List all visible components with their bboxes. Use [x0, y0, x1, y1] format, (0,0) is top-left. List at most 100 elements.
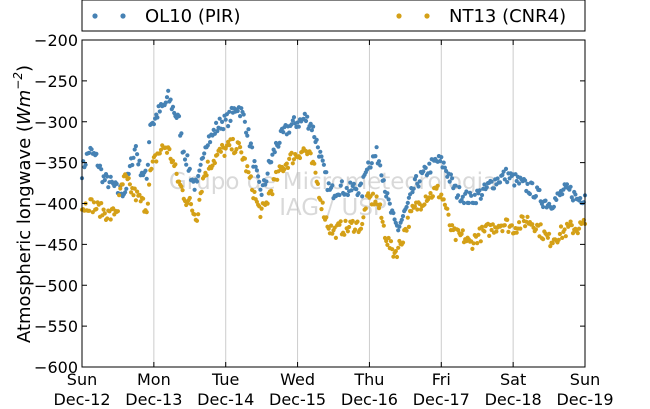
data-point — [478, 239, 483, 244]
data-point — [384, 238, 389, 244]
data-point — [345, 192, 350, 198]
data-point — [381, 223, 386, 228]
data-point — [503, 166, 509, 171]
data-point — [387, 201, 392, 206]
data-point — [411, 186, 416, 191]
data-point — [170, 158, 176, 163]
data-point — [108, 217, 113, 222]
watermark-line-1: Grupo de Micrometeorologia — [169, 169, 497, 195]
data-point — [147, 182, 152, 187]
data-point — [190, 208, 195, 213]
data-point — [276, 144, 281, 149]
data-point — [415, 207, 420, 212]
data-point — [246, 127, 251, 132]
data-point — [289, 150, 294, 155]
data-point — [376, 206, 382, 211]
data-point — [245, 164, 250, 169]
data-point — [564, 182, 570, 187]
data-point — [385, 242, 390, 247]
data-point — [321, 162, 326, 167]
data-point — [500, 172, 505, 178]
data-point — [374, 194, 379, 199]
data-point — [412, 204, 417, 209]
data-point — [442, 165, 447, 170]
data-point — [349, 188, 354, 193]
data-point — [269, 188, 274, 193]
data-point — [460, 194, 465, 199]
data-point — [176, 114, 182, 119]
data-point — [446, 212, 451, 217]
data-point — [234, 147, 239, 152]
data-point — [445, 174, 450, 179]
data-point — [554, 197, 559, 202]
data-point — [517, 181, 522, 186]
data-point — [179, 184, 184, 189]
data-point — [445, 206, 450, 211]
data-point — [527, 191, 533, 197]
data-point — [163, 100, 168, 105]
data-point — [227, 143, 232, 148]
data-point — [428, 170, 433, 175]
data-point — [430, 194, 435, 199]
data-point — [149, 166, 154, 171]
data-point — [319, 154, 324, 159]
data-point — [489, 179, 494, 184]
data-point — [226, 124, 231, 129]
data-point — [187, 166, 192, 171]
data-point — [518, 226, 523, 231]
data-point — [344, 185, 349, 191]
data-point — [164, 95, 170, 100]
data-point — [133, 144, 138, 149]
data-point — [562, 227, 567, 232]
data-point — [185, 153, 190, 158]
data-point — [558, 224, 564, 229]
data-point — [576, 226, 582, 231]
data-point — [570, 198, 576, 203]
data-point — [229, 147, 234, 152]
x-tick-label-day: Wed — [280, 370, 315, 389]
data-point — [132, 147, 137, 152]
data-point — [326, 181, 331, 186]
data-point — [502, 223, 507, 228]
data-point — [83, 162, 88, 167]
data-point — [573, 192, 578, 197]
x-tick-label-date: Dec-15 — [269, 390, 326, 409]
data-point — [252, 189, 257, 194]
data-point — [397, 224, 402, 229]
data-point — [117, 193, 122, 198]
data-point — [461, 200, 467, 206]
data-point — [239, 150, 244, 155]
data-point — [417, 179, 422, 184]
data-point — [222, 153, 227, 158]
data-point — [166, 88, 171, 93]
data-point — [391, 254, 396, 259]
data-point — [197, 168, 202, 173]
data-point — [560, 235, 565, 240]
data-point — [290, 161, 295, 166]
data-point — [204, 173, 209, 178]
data-point — [392, 217, 397, 222]
data-point — [196, 173, 201, 179]
data-point — [533, 194, 539, 199]
data-point — [506, 229, 511, 234]
data-point — [523, 178, 528, 183]
data-point — [416, 184, 421, 189]
data-point — [456, 193, 461, 198]
data-point — [358, 181, 364, 186]
data-point — [198, 162, 203, 167]
data-point — [313, 170, 318, 175]
data-point — [410, 190, 415, 195]
data-point — [350, 218, 355, 224]
data-point — [184, 162, 189, 167]
data-point — [303, 118, 309, 124]
data-point — [211, 127, 216, 132]
data-point — [285, 165, 291, 170]
data-point — [129, 190, 134, 195]
data-point — [281, 130, 286, 135]
data-point — [476, 232, 481, 237]
data-point — [550, 241, 555, 246]
data-point — [101, 207, 106, 212]
data-point — [479, 193, 485, 198]
data-point — [491, 186, 497, 191]
data-point — [218, 149, 223, 154]
